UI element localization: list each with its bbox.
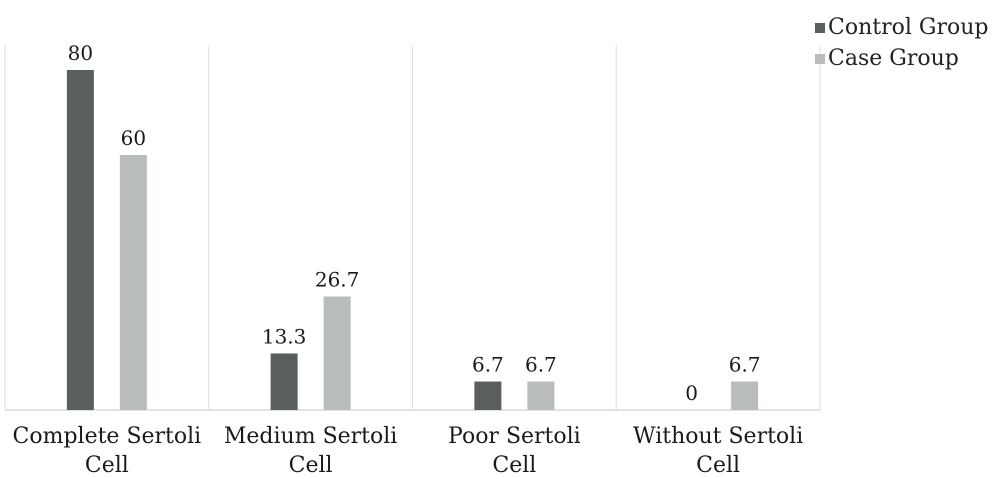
bar-case-group [119,155,147,410]
legend-label-case-group: Case Group [828,46,959,71]
data-label: 80 [68,41,93,65]
data-label: 26.7 [315,268,360,292]
category-label: Without Sertoli [633,424,803,449]
category-label: Cell [289,453,333,478]
category-label: Medium Sertoli [224,424,397,449]
bar-case-group [527,381,555,410]
category-label: Cell [696,453,740,478]
data-label: 6.7 [472,353,504,377]
category-labels: Complete Sertoli Cell Medium Sertoli Cell Po… [13,424,804,478]
bar-case-group [323,296,351,410]
legend-item-case-group: Case Group [815,43,988,74]
legend-swatch-control-group [815,22,825,33]
data-label: 13.3 [262,324,307,348]
data-label: 0 [685,381,698,405]
data-label: 60 [121,126,146,150]
bar-control-group [270,353,298,410]
bar-case-group [731,381,759,410]
legend-label-control-group: Control Group [828,15,989,40]
bar-control-group [474,381,502,410]
category-separators [4,45,821,410]
data-label: 6.7 [729,353,761,377]
category-label: Cell [492,453,536,478]
category-label: Poor Sertoli [448,424,581,449]
bar-control-group [66,70,94,410]
legend-item-control-group: Control Group [815,12,988,43]
data-label: 6.7 [525,353,557,377]
category-label: Complete Sertoli [13,424,202,449]
data-labels: 80 60 13.3 26.7 6.7 6.7 0 6.7 [68,41,761,405]
legend-swatch-case-group [815,53,825,64]
category-label: Cell [85,453,129,478]
bars [66,70,759,410]
legend: Control Group Case Group [815,12,988,74]
